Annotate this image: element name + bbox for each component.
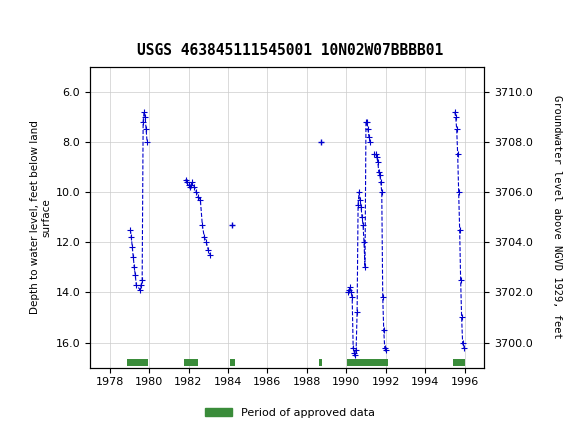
Bar: [230, 359, 235, 366]
Text: USGS 463845111545001 10N02W07BBBB01: USGS 463845111545001 10N02W07BBBB01: [137, 43, 443, 58]
Text: USGS: USGS: [42, 13, 102, 32]
Text: ≡: ≡: [10, 11, 31, 34]
Y-axis label: Groundwater level above NGVD 1929, feet: Groundwater level above NGVD 1929, feet: [552, 95, 563, 339]
Y-axis label: Depth to water level, feet below land
surface: Depth to water level, feet below land su…: [30, 120, 51, 314]
Legend: Period of approved data: Period of approved data: [200, 403, 380, 422]
Bar: [128, 359, 148, 366]
Bar: [319, 359, 322, 366]
Bar: [347, 359, 387, 366]
Bar: [453, 359, 465, 366]
Bar: [184, 359, 198, 366]
